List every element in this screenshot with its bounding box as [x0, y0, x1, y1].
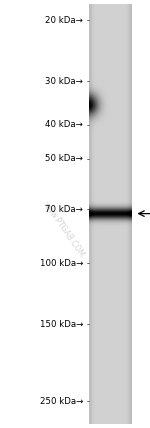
Text: 70 kDa→: 70 kDa→	[45, 205, 83, 214]
Text: 150 kDa→: 150 kDa→	[40, 320, 83, 329]
Text: 40 kDa→: 40 kDa→	[45, 120, 83, 129]
Text: www.PTGAB.COM: www.PTGAB.COM	[41, 200, 86, 259]
Text: 20 kDa→: 20 kDa→	[45, 16, 83, 25]
Text: 50 kDa→: 50 kDa→	[45, 154, 83, 163]
Text: 100 kDa→: 100 kDa→	[40, 259, 83, 268]
Text: 250 kDa→: 250 kDa→	[40, 397, 83, 406]
Text: 30 kDa→: 30 kDa→	[45, 77, 83, 86]
